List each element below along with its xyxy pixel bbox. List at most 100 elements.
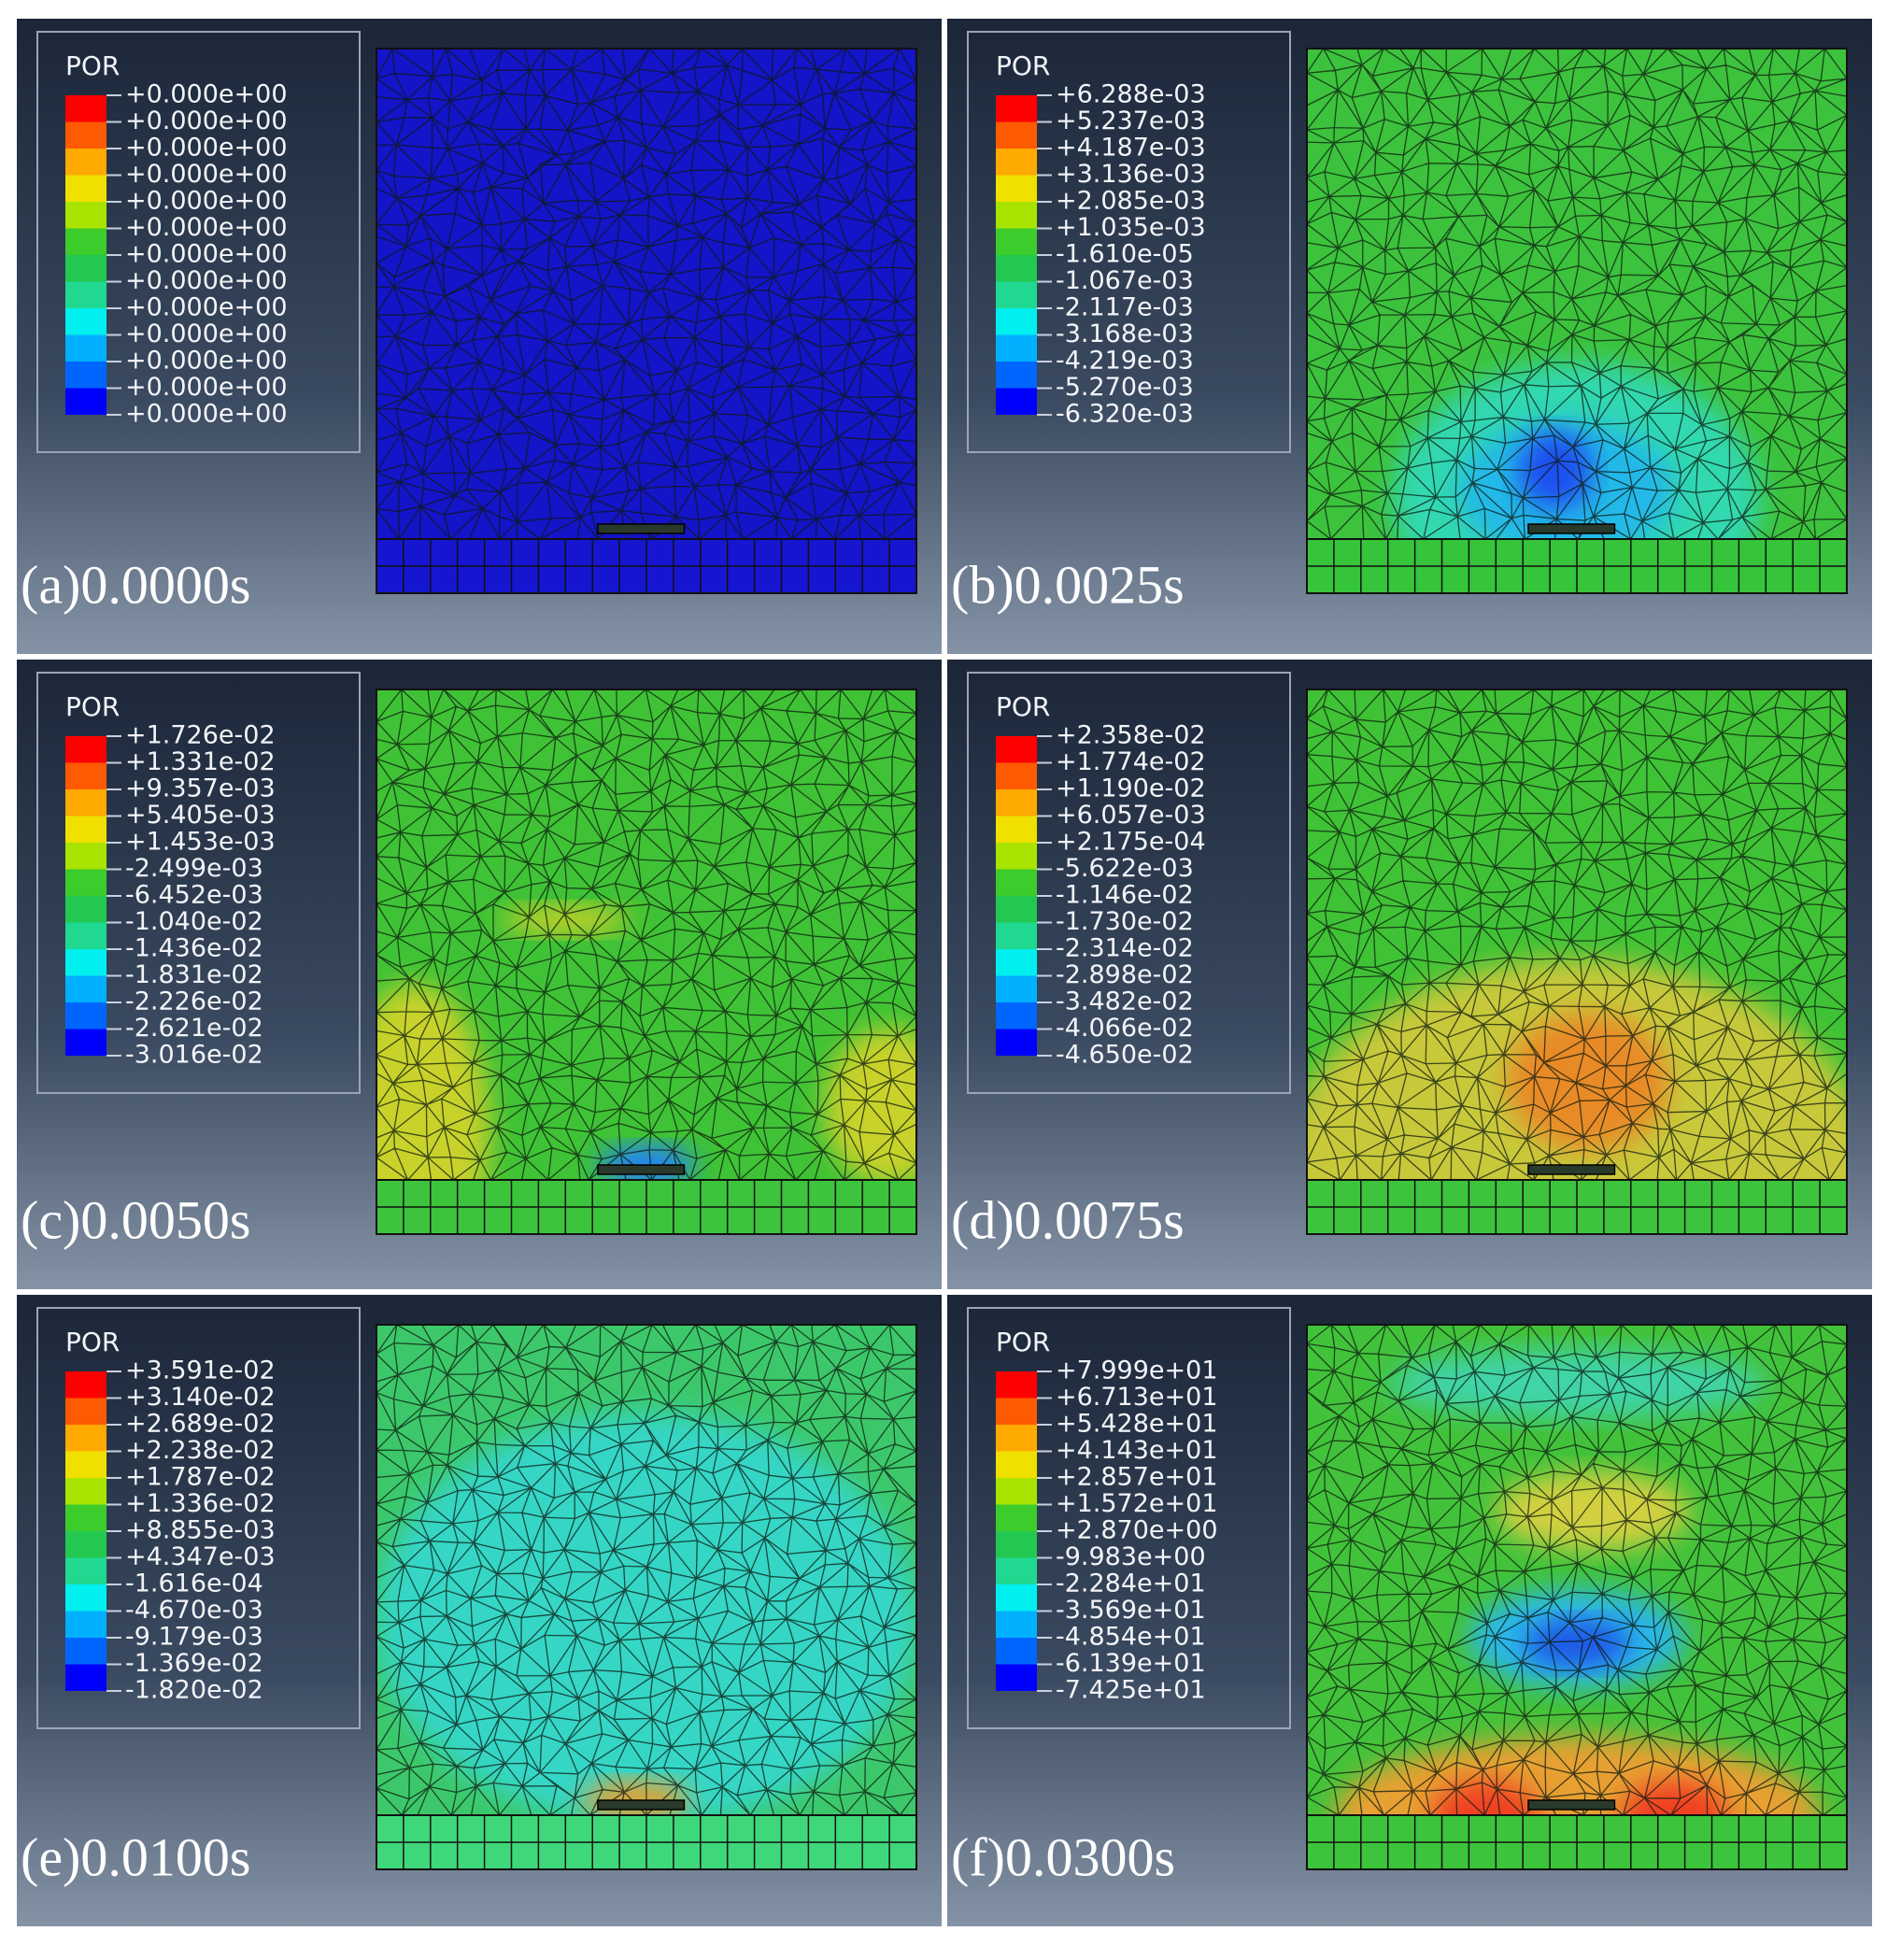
legend-color-band	[996, 975, 1037, 1002]
legend-color-band	[996, 896, 1037, 923]
inclusion	[597, 1799, 686, 1811]
legend-label: -2.499e-03	[125, 854, 263, 883]
legend-box	[36, 672, 361, 1094]
legend-color-band	[65, 975, 106, 1002]
inclusion	[1527, 1799, 1616, 1811]
mesh	[376, 689, 916, 1180]
legend-label: -1.436e-02	[125, 934, 263, 963]
legend-label: +2.358e-02	[1056, 721, 1206, 750]
foundation-mesh	[376, 1180, 916, 1234]
legend-label: +8.855e-03	[125, 1516, 276, 1545]
legend-color-band	[65, 922, 106, 949]
legend-color-band	[65, 1002, 106, 1030]
legend-color-band	[996, 255, 1037, 282]
legend-label: +1.453e-03	[125, 828, 276, 857]
legend-color-band	[996, 149, 1037, 176]
legend-box	[36, 31, 361, 453]
legend-box	[967, 1307, 1291, 1729]
legend-box	[967, 672, 1291, 1094]
legend-color-band	[996, 816, 1037, 843]
legend-color-band	[996, 121, 1037, 149]
panel: POR+6.288e-03+5.237e-03+4.187e-03+3.136e…	[947, 19, 1872, 654]
legend-label: +3.140e-02	[125, 1383, 276, 1412]
legend-label: +4.347e-03	[125, 1542, 276, 1571]
legend-label: -9.983e+00	[1056, 1542, 1206, 1571]
legend-color-band	[65, 1584, 106, 1612]
legend-color-band	[996, 736, 1037, 763]
legend-label: +1.035e-03	[1056, 213, 1206, 242]
legend-color-band	[65, 334, 106, 362]
legend-color-band	[996, 1478, 1037, 1505]
foundation-mesh	[376, 1815, 916, 1869]
panel: POR+3.591e-02+3.140e-02+2.689e-02+2.238e…	[17, 1295, 942, 1926]
legend-color-band	[65, 1451, 106, 1478]
legend-label: -3.569e+01	[1056, 1596, 1206, 1625]
contour	[1307, 689, 1847, 1180]
legend-color-band	[65, 1398, 106, 1425]
legend-label: -6.139e+01	[1056, 1649, 1206, 1678]
legend-label: -1.610e-05	[1056, 240, 1194, 269]
legend-color-band	[996, 175, 1037, 202]
legend-label: -2.898e-02	[1056, 960, 1194, 989]
legend-title: POR	[65, 50, 120, 81]
legend-label: +0.000e+00	[125, 400, 288, 429]
legend-color-band	[65, 362, 106, 389]
legend-label: -4.670e-03	[125, 1596, 263, 1625]
contour	[376, 49, 916, 539]
legend-color-band	[996, 922, 1037, 949]
legend-label: +6.288e-03	[1056, 80, 1206, 109]
legend-label: +0.000e+00	[125, 187, 288, 216]
legend-label: +1.572e+01	[1056, 1489, 1218, 1518]
legend-color-band	[996, 362, 1037, 389]
mesh	[1307, 689, 1847, 1180]
legend-color-band	[996, 843, 1037, 870]
legend-color-band	[996, 202, 1037, 229]
legend-label: +2.085e-03	[1056, 187, 1206, 216]
legend-color-band	[65, 1638, 106, 1665]
legend-color-band	[65, 1425, 106, 1452]
contour	[376, 689, 916, 1180]
legend-color-band	[996, 1664, 1037, 1691]
foundation-mesh	[1307, 1815, 1847, 1869]
legend-color-band	[65, 175, 106, 202]
legend-label: -2.314e-02	[1056, 934, 1194, 963]
legend-color-band	[65, 1504, 106, 1531]
legend-label: -6.452e-03	[125, 881, 263, 910]
legend-label: +2.689e-02	[125, 1410, 276, 1439]
contour-region	[1430, 1781, 1539, 1815]
legend-label: +0.000e+00	[125, 347, 288, 376]
legend-color-band	[996, 1451, 1037, 1478]
inclusion	[1527, 523, 1616, 534]
legend-label: -4.854e+01	[1056, 1623, 1206, 1652]
legend-label: +0.000e+00	[125, 134, 288, 163]
legend-color-band	[996, 228, 1037, 255]
legend-label: +1.331e-02	[125, 747, 276, 776]
legend-label: +2.238e-02	[125, 1436, 276, 1465]
legend-label: -6.320e-03	[1056, 400, 1194, 429]
legend-title: POR	[65, 691, 120, 722]
model-body	[376, 49, 916, 539]
legend-label: +1.774e-02	[1056, 747, 1206, 776]
legend-color-band	[65, 789, 106, 817]
legend-color-band	[996, 95, 1037, 122]
legend-color-band	[65, 255, 106, 282]
legend-label: -4.066e-02	[1056, 1014, 1194, 1043]
contour-region	[376, 1413, 916, 1815]
legend-label: +0.000e+00	[125, 240, 288, 269]
panel: POR+2.358e-02+1.774e-02+1.190e-02+6.057e…	[947, 660, 1872, 1289]
legend-label: +1.726e-02	[125, 721, 276, 750]
legend-label: -1.146e-02	[1056, 881, 1194, 910]
legend-label: -1.369e-02	[125, 1649, 263, 1678]
legend-color-band	[996, 949, 1037, 976]
legend-label: +3.591e-02	[125, 1356, 276, 1385]
legend-label: +1.787e-02	[125, 1463, 276, 1492]
legend-label: +0.000e+00	[125, 107, 288, 135]
legend-color-band	[65, 1371, 106, 1399]
legend-color-band	[996, 1425, 1037, 1452]
legend-label: -2.284e+01	[1056, 1569, 1206, 1598]
legend-title: POR	[65, 1327, 120, 1357]
legend-color-band	[996, 308, 1037, 335]
legend-color-band	[996, 1557, 1037, 1584]
legend-color-band	[65, 949, 106, 976]
